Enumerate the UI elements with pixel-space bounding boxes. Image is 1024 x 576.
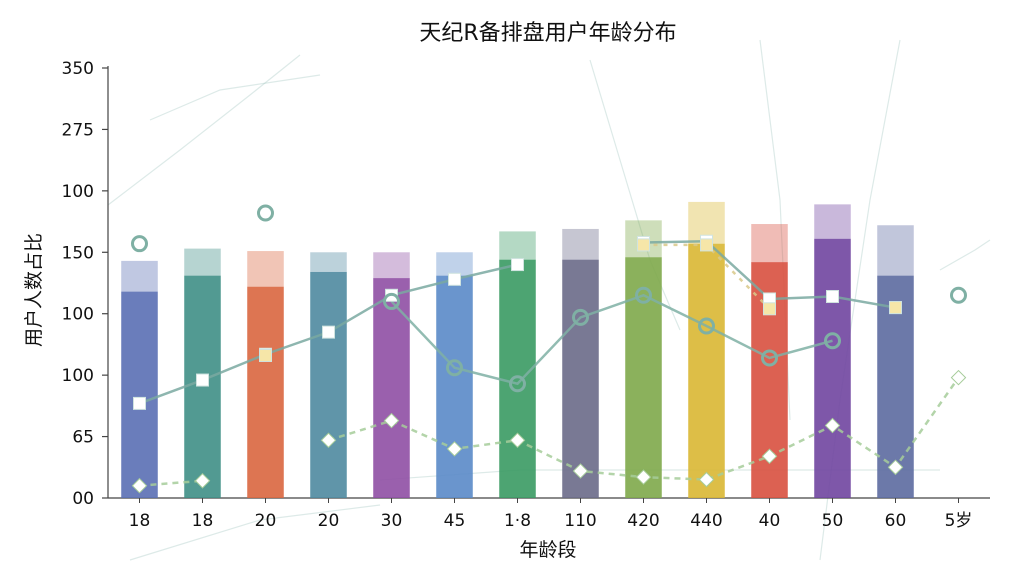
bar — [310, 271, 347, 498]
x-tick-label: 20 — [255, 511, 277, 531]
x-tick-label: 110 — [564, 511, 596, 531]
bar — [247, 286, 284, 498]
series-marker — [446, 441, 463, 457]
bar-cap — [562, 228, 599, 260]
series-marker — [826, 290, 839, 304]
chart-title: 天纪R备排盘用户年龄分布 — [419, 21, 676, 46]
series-marker — [572, 463, 589, 479]
bars — [121, 201, 914, 498]
x-tick-label: 45 — [444, 511, 466, 531]
bar-cap — [310, 252, 347, 272]
y-tick-label: 150 — [62, 243, 94, 263]
series-marker — [383, 292, 400, 310]
series-marker — [635, 469, 652, 485]
x-tick-label: 18 — [192, 511, 214, 531]
series-marker — [257, 204, 274, 222]
y-tick-label: 100 — [62, 182, 94, 202]
x-tick-label: 5岁 — [945, 511, 973, 531]
x-tick-label: 40 — [759, 511, 781, 531]
series-marker — [383, 412, 400, 429]
y-tick-label: 00 — [72, 489, 94, 509]
bar-cap — [184, 248, 221, 276]
bar — [436, 275, 473, 498]
y-tick-label: 100 — [62, 305, 94, 325]
series-marker — [698, 317, 715, 335]
series-marker — [950, 286, 967, 304]
series-marker — [950, 369, 967, 386]
x-tick-label: 440 — [690, 511, 722, 531]
bar — [184, 275, 221, 498]
series-marker — [761, 349, 778, 367]
bar — [814, 238, 851, 498]
bar — [499, 259, 536, 498]
series-marker — [131, 477, 148, 494]
y-tick-label: 100 — [62, 366, 94, 386]
bar-cap — [436, 252, 473, 276]
series-line — [390, 293, 833, 386]
series-marker — [700, 238, 713, 252]
bar — [121, 291, 158, 498]
series-marker — [698, 471, 715, 488]
y-ticks: 00 65 100 100 150 100 275 350 — [62, 59, 108, 509]
bar-cap — [499, 231, 536, 260]
bar — [562, 259, 599, 498]
bar-cap — [814, 204, 851, 239]
decor-line-0 — [107, 54, 301, 206]
decor-line-2 — [589, 59, 681, 331]
series-marker — [446, 359, 463, 377]
series-marker — [824, 417, 841, 434]
series-marker — [761, 448, 778, 465]
series-marker — [320, 432, 337, 449]
series-marker — [259, 348, 272, 362]
series-marker — [194, 473, 211, 489]
series-marker — [635, 286, 652, 304]
series-marker — [196, 373, 209, 387]
x-axis-title: 年龄段 — [519, 539, 576, 561]
series-marker — [637, 238, 650, 252]
y-axis-title: 用户人数占比 — [23, 233, 45, 347]
bar-cap — [121, 260, 158, 292]
x-tick-label: 18 — [129, 511, 151, 531]
bar-cap — [751, 224, 788, 263]
series-markers — [131, 204, 967, 494]
x-tick-label: 50 — [822, 511, 844, 531]
series-marker — [887, 459, 904, 476]
bar-cap — [247, 251, 284, 287]
series-marker — [322, 325, 335, 339]
bar — [688, 243, 725, 498]
y-tick-label: 65 — [72, 428, 94, 448]
decor-line-6 — [129, 504, 381, 561]
x-tick-label: 60 — [885, 511, 907, 531]
decor-line-7 — [939, 239, 991, 271]
series-marker — [133, 396, 146, 410]
x-tick-label: 20 — [318, 511, 340, 531]
bar — [625, 257, 662, 498]
series-marker — [448, 272, 461, 286]
series-marker — [509, 375, 526, 393]
x-tick-label: 1·8 — [504, 511, 531, 531]
x-tick-label: 30 — [381, 511, 403, 531]
y-tick-label: 350 — [62, 59, 94, 79]
series-marker — [511, 258, 524, 272]
y-tick-label: 275 — [62, 120, 94, 140]
decor-line-1 — [149, 74, 321, 121]
bar — [373, 278, 410, 498]
series-marker — [572, 308, 589, 326]
bar-cap — [877, 225, 914, 276]
series-marker — [763, 302, 776, 316]
bar-cap — [373, 252, 410, 279]
series-marker — [131, 235, 148, 253]
x-tick-label: 420 — [627, 511, 659, 531]
series-marker — [509, 432, 526, 449]
series-marker — [889, 301, 902, 315]
series-marker — [824, 332, 841, 350]
x-ticks: 18 18 20 20 30 45 1·8 110 420 440 40 50 60 5岁 — [129, 498, 973, 531]
